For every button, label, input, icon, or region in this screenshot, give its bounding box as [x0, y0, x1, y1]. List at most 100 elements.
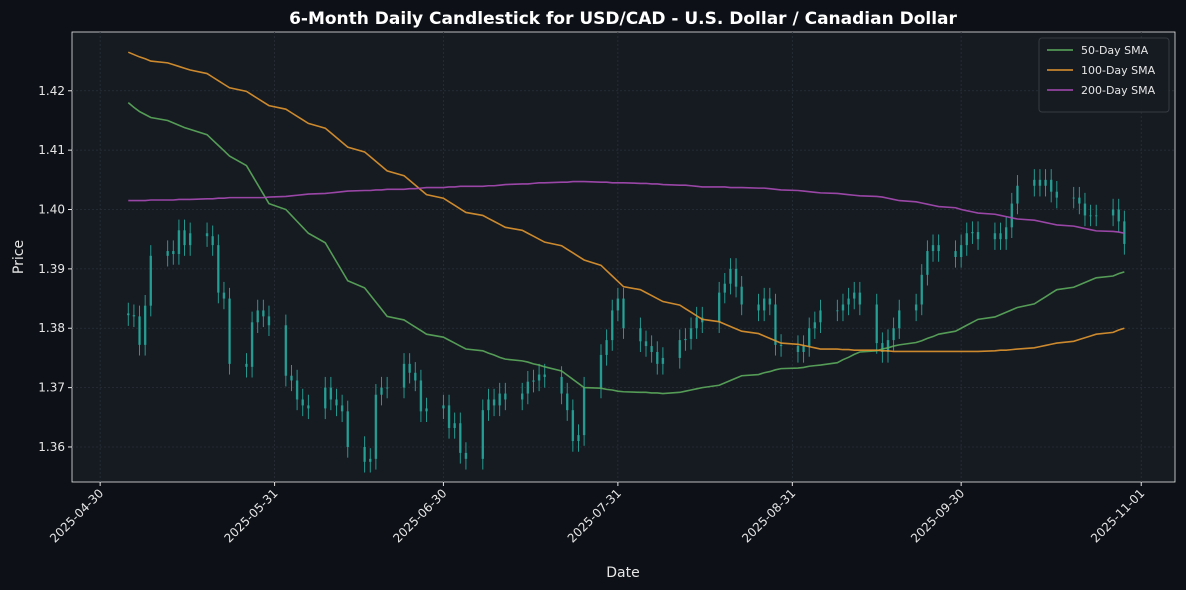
candle-body — [914, 304, 918, 311]
candle-body — [284, 325, 288, 376]
chart-title: 6-Month Daily Candlestick for USD/CAD - … — [289, 9, 957, 29]
candle-body — [954, 251, 957, 257]
candle-body — [768, 298, 772, 305]
legend-label: 50-Day SMA — [1081, 44, 1149, 57]
candle-body — [757, 304, 760, 311]
candle-body — [149, 255, 152, 306]
candle-body — [661, 357, 665, 364]
candle-body — [560, 376, 563, 394]
plot-area — [71, 31, 1176, 483]
candle-body — [132, 315, 136, 317]
candle-body — [892, 328, 895, 341]
candle-body — [1038, 179, 1042, 186]
candle-body — [729, 268, 732, 284]
candle-body — [1072, 197, 1075, 199]
candle-body — [689, 328, 693, 339]
candle-body — [841, 304, 845, 311]
candle-body — [723, 283, 726, 293]
candle-body — [605, 340, 608, 355]
candle-body — [616, 298, 620, 311]
candle-body — [267, 316, 271, 326]
candle-body — [262, 310, 265, 317]
candle-body — [380, 387, 383, 395]
candle-body — [1078, 197, 1081, 204]
marks — [127, 51, 1126, 473]
legend: 50-Day SMA 100-Day SMA 200-Day SMA — [1038, 37, 1170, 113]
candle-body — [521, 393, 524, 400]
candle-body — [295, 380, 299, 400]
candle-body — [650, 346, 653, 352]
candle-body — [127, 313, 130, 316]
candle-body — [717, 292, 721, 323]
candle-body — [656, 351, 659, 364]
candle-body — [582, 387, 586, 436]
candle-body — [774, 304, 777, 345]
candle-body — [959, 245, 963, 257]
candle-body — [250, 322, 254, 367]
candle-body — [965, 233, 968, 246]
x-axis-label: Date — [606, 565, 639, 581]
y-tick-label: 1.37 — [38, 381, 65, 395]
candle-body — [684, 338, 687, 341]
candle-body — [385, 387, 389, 389]
candle-body — [256, 310, 259, 323]
candle-body — [369, 458, 372, 462]
candle-body — [853, 292, 856, 299]
candle-body — [183, 230, 186, 246]
candle-body — [639, 328, 642, 342]
candle-body — [166, 251, 169, 256]
candle-body — [188, 233, 192, 246]
legend-label: 100-Day SMA — [1081, 64, 1156, 77]
candle-body — [779, 344, 783, 347]
candle-body — [217, 245, 220, 293]
candle-body — [937, 245, 940, 252]
candle-body — [993, 233, 997, 240]
candle-body — [402, 363, 406, 388]
candle-body — [532, 380, 535, 382]
candle-body — [414, 372, 417, 381]
legend-label: 200-Day SMA — [1081, 84, 1156, 97]
candle-body — [222, 292, 226, 299]
candle-body — [1095, 215, 1098, 217]
candle-body — [802, 346, 805, 352]
candle-body — [622, 298, 625, 329]
candle-body — [734, 268, 738, 287]
candle-body — [543, 374, 546, 377]
candle-body — [898, 310, 901, 329]
candle-body — [374, 394, 378, 459]
candle-body — [329, 387, 333, 400]
candle-body — [290, 375, 293, 381]
candle-body — [537, 374, 541, 381]
candle-body — [301, 399, 304, 406]
candle-body — [1117, 209, 1120, 222]
candle-body — [442, 405, 445, 409]
candle-body — [459, 423, 462, 453]
candle-body — [1055, 191, 1059, 198]
y-tick-label: 1.42 — [38, 84, 65, 98]
candle-body — [976, 232, 980, 240]
candle-body — [453, 423, 456, 428]
candle-body — [425, 408, 428, 412]
candle-body — [813, 322, 817, 329]
candle-body — [504, 393, 507, 400]
candle-body — [678, 340, 681, 358]
y-tick-label: 1.40 — [38, 203, 65, 217]
candle-body — [464, 452, 468, 459]
candle-body — [1010, 203, 1014, 228]
candle-body — [644, 341, 648, 347]
candle-body — [228, 298, 231, 364]
candle-body — [1111, 209, 1115, 216]
candle-body — [346, 411, 349, 447]
candle-body — [245, 363, 248, 367]
candle-body — [762, 298, 766, 311]
candle-body — [205, 233, 209, 237]
sma-line — [127, 102, 1125, 395]
candle-body — [740, 286, 743, 305]
sma-line — [127, 51, 1125, 353]
candle-body — [886, 340, 890, 352]
candle-body — [408, 363, 411, 373]
candle-body — [498, 393, 501, 406]
candle-body — [858, 292, 862, 305]
y-axis-label: Price — [11, 240, 27, 274]
